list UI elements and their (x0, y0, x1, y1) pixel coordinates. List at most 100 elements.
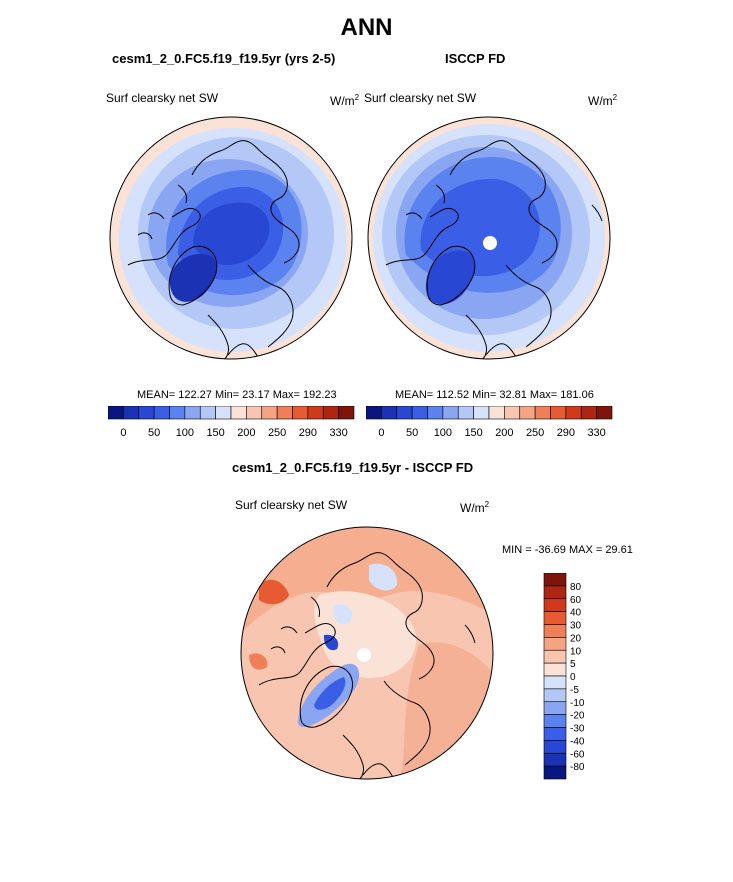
panel3-colorbar-tick-label: -10 (570, 698, 585, 709)
panel3-colorbar-swatch-2 (543, 598, 567, 612)
panel3-colorbar-swatch-8 (543, 675, 567, 690)
panel1-polar-map (109, 116, 353, 360)
panel3-colorbar-swatch-10 (543, 701, 567, 715)
panel3-variable-label: Surf clearsky net SW (235, 498, 348, 512)
panel1-colorbar-tick-label: 290 (299, 427, 317, 439)
panel3-polar-map (240, 526, 494, 780)
panel1-colorbar-tick-label: 50 (148, 427, 160, 439)
panel2-colorbar-swatch-4 (427, 406, 444, 420)
panel3-colorbar-swatch-14 (543, 752, 567, 767)
panel1-colorbar-swatch-3 (153, 406, 170, 420)
panel3-greenland-strong-negative (314, 677, 346, 710)
panel3-colorbar-swatch-6 (543, 649, 567, 664)
panel3-colorbar-swatch-7 (543, 662, 567, 677)
panel3-colorbar-tick-label: -20 (570, 711, 585, 722)
panel1-colorbar-swatch-15 (338, 406, 355, 420)
panel3-colorbar-tick-label: 30 (570, 621, 582, 632)
panel2-colorbar-tick-label: 0 (378, 427, 384, 439)
panel2-colorbar-swatch-14 (580, 406, 597, 420)
panel3-coastlines (258, 552, 476, 779)
panel1-colorbar-swatch-5 (184, 406, 201, 420)
panel3-colorbar-tick-label: 5 (570, 659, 576, 670)
panel2-title: ISCCP FD (445, 51, 506, 66)
panel1-colorbar-swatch-1 (123, 406, 140, 420)
panel3-colorbar-swatch-11 (543, 714, 567, 728)
panel1-title: cesm1_2_0.FC5.f19_f19.5yr (yrs 2-5) (112, 51, 336, 66)
panel2-colorbar-tick-label: 100 (434, 427, 452, 439)
panel2-colorbar-tick-label: 290 (557, 427, 575, 439)
panel1-colorbar-tick-label: 250 (268, 427, 286, 439)
panel2-stats: MEAN= 112.52 Min= 32.81 Max= 181.06 (395, 389, 594, 401)
panel2-colorbar-swatch-2 (396, 406, 413, 420)
panel3-colorbar-swatch-3 (543, 611, 567, 625)
panel2-colorbar: 0 50 100 150 200 250 290 330 (366, 406, 613, 439)
panel3-hotspot-1 (259, 579, 289, 605)
panel2-colorbar-swatch-8 (488, 406, 505, 420)
panel1-contour-level-6 (193, 202, 270, 265)
panel1-units: W/m2 (330, 93, 360, 108)
panel2-colorbar-tick-label: 150 (464, 427, 482, 439)
panel1-colorbar-swatch-0 (108, 406, 124, 420)
panel2-colorbar-swatch-1 (381, 406, 398, 420)
panel1-colorbar-swatch-10 (261, 406, 278, 420)
panel1-colorbar-swatch-7 (215, 406, 232, 420)
panel1-colorbar-swatch-6 (199, 406, 216, 420)
panel3-colorbar-tick-label: -80 (570, 762, 585, 773)
panel3-colorbar-tick-label: -5 (570, 685, 579, 696)
panel1-colorbar-swatch-12 (292, 406, 309, 420)
panel2-colorbar-swatch-9 (504, 406, 521, 420)
panel2-colorbar-swatch-7 (473, 406, 490, 420)
panel3-pole-missing-data (357, 648, 371, 662)
panel3-colorbar-swatch-0 (543, 573, 567, 587)
panel2-colorbar-swatch-13 (565, 406, 582, 420)
panel3-colorbar-tick-label: 0 (570, 672, 576, 683)
panel1-colorbar-swatch-11 (276, 406, 293, 420)
panel1-colorbar-swatch-13 (307, 406, 324, 420)
panel3-colorbar-tick-label: 20 (570, 633, 582, 644)
panel3-colorbar-swatch-9 (543, 688, 567, 703)
panel1-colorbar-tick-label: 100 (176, 427, 194, 439)
panel3-colorbar-tick-label: 40 (570, 608, 582, 619)
panel3-colorbar-swatch-1 (543, 585, 567, 600)
panel2-variable-label: Surf clearsky net SW (364, 91, 477, 105)
panel1-colorbar-tick-label: 0 (120, 427, 126, 439)
panel2-colorbar-swatch-12 (550, 406, 567, 420)
figure-title: ANN (340, 14, 393, 41)
panel2-colorbar-tick-label: 50 (406, 427, 418, 439)
panel2-colorbar-swatch-6 (457, 406, 474, 420)
panel3-colorbar-tick-label: -40 (570, 736, 585, 747)
panel1-colorbar-swatch-14 (322, 406, 339, 420)
panel1-colorbar-swatch-4 (169, 406, 186, 420)
panel2-colorbar-tick-label: 330 (587, 427, 605, 439)
panel3-title: cesm1_2_0.FC5.f19_f19.5yr - ISCCP FD (232, 460, 474, 475)
panel1-colorbar-swatch-2 (138, 406, 155, 420)
panel3-canada-negative (323, 634, 339, 651)
panel2-units: W/m2 (588, 93, 618, 108)
panel1-colorbar: 0 50 100 150 200 250 290 330 (108, 406, 355, 439)
panel3-colorbar-swatch-13 (543, 740, 567, 754)
panel3-hotspot-2 (249, 653, 268, 670)
panel1-variable-label: Surf clearsky net SW (106, 91, 219, 105)
panel3-colorbar-swatch-12 (543, 727, 567, 741)
panel2-colorbar-tick-label: 250 (526, 427, 544, 439)
panel2-colorbar-swatch-3 (411, 406, 428, 420)
panel3-colorbar-tick-label: 80 (570, 582, 582, 593)
panel2-colorbar-tick-label: 200 (495, 427, 513, 439)
panel1-colorbar-swatch-8 (230, 406, 247, 420)
panel3-colorbar-swatch-15 (543, 765, 567, 780)
panel3-band-10 (241, 527, 493, 635)
panel1-greenland-low (169, 254, 218, 302)
panel2-pole-missing-data (483, 236, 497, 250)
panel1-colorbar-tick-label: 200 (237, 427, 255, 439)
panel3-colorbar-tick-label: 10 (570, 646, 582, 657)
panel3-colorbar-tick-label: -30 (570, 724, 585, 735)
panel2-colorbar-swatch-10 (519, 406, 536, 420)
panel3-stats: MIN = -36.69 MAX = 29.61 (502, 544, 633, 556)
panel2-coastlines (385, 140, 603, 359)
panel1-colorbar-tick-label: 330 (329, 427, 347, 439)
panel3-colorbar-swatch-5 (543, 637, 567, 651)
panel2-polar-map (367, 116, 611, 360)
panel3-colorbar-tick-label: 60 (570, 595, 582, 606)
panel1-colorbar-tick-label: 150 (206, 427, 224, 439)
